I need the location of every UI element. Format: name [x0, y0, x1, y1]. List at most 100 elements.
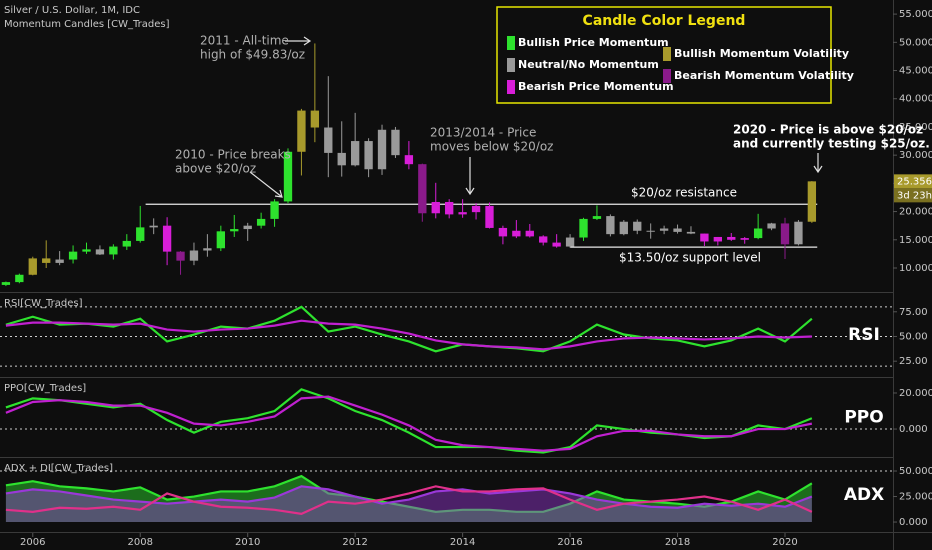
- candle-body: [283, 151, 293, 202]
- y-tick-label: 25.00: [899, 356, 928, 367]
- candle-body: [431, 201, 440, 214]
- y-tick-label: 20.000: [899, 388, 932, 399]
- legend-swatch: [663, 69, 671, 83]
- annotation: 2013/2014 - Price: [430, 126, 536, 140]
- candle-body: [418, 164, 427, 214]
- annotation: 2020 - Price is above $20/oz: [733, 123, 923, 137]
- legend-label: Bearish Momentum Volatility: [674, 69, 854, 82]
- candle-body: [646, 230, 655, 232]
- legend-swatch: [663, 47, 671, 61]
- y-tick-label: 50.00: [899, 331, 928, 342]
- candle-body: [95, 249, 105, 255]
- y-tick-label: 75.00: [899, 307, 928, 318]
- candle-body: [539, 236, 548, 243]
- candle-body: [243, 225, 252, 230]
- candle-body: [176, 251, 185, 261]
- candle-body: [552, 242, 561, 247]
- candle-body: [727, 236, 736, 240]
- y-tick-label: 0.000: [899, 517, 928, 528]
- x-tick-label: 2008: [128, 537, 153, 548]
- legend-swatch: [507, 36, 515, 50]
- series-line: [5, 395, 813, 452]
- candle-body: [579, 218, 588, 238]
- pane-title: ADX + DI[CW_Trades]: [4, 463, 113, 474]
- candle-body: [270, 201, 279, 219]
- candle-body: [525, 230, 534, 237]
- candle-body: [686, 231, 696, 234]
- y-tick-label: 15.000: [899, 235, 932, 246]
- legend-swatch: [507, 80, 515, 94]
- candle-body: [753, 228, 763, 239]
- legend-swatch: [507, 58, 515, 72]
- y-tick-label: 35.000: [899, 122, 932, 133]
- candle-body: [485, 205, 494, 228]
- x-tick-label: 2010: [235, 537, 260, 548]
- pane-title: RSI[CW_Trades]: [4, 298, 83, 309]
- y-tick-label: 20.000: [899, 207, 932, 218]
- annotation: and currently testing $25/oz.: [733, 137, 930, 151]
- candle-body: [458, 212, 467, 215]
- candle-body: [619, 221, 628, 235]
- candle-body: [713, 236, 723, 242]
- chart-subtitle: Momentum Candles [CW_Trades]: [4, 19, 170, 30]
- chart-title: Silver / U.S. Dollar, 1M, IDC: [4, 5, 140, 16]
- candle-body: [659, 228, 669, 231]
- candle-body: [700, 233, 709, 242]
- x-tick-label: 2020: [772, 537, 797, 548]
- candle-body: [471, 205, 481, 213]
- y-tick-label: 55.000: [899, 9, 932, 20]
- series-area: [5, 486, 812, 523]
- candle-body: [767, 223, 776, 229]
- series-line: [5, 305, 813, 353]
- candle-body: [673, 228, 682, 232]
- candle-body: [364, 141, 373, 170]
- candle-body: [256, 218, 266, 226]
- legend-label: Bullish Price Momentum: [518, 36, 669, 49]
- legend-title: Candle Color Legend: [583, 13, 746, 29]
- candle-body: [592, 216, 602, 219]
- y-tick-label: 50.000: [899, 37, 932, 48]
- countdown-label: 3d 23h: [897, 190, 932, 201]
- annotation: moves below $20/oz: [430, 140, 553, 154]
- series-area: [5, 476, 812, 523]
- candle-body: [445, 201, 454, 215]
- candle-body: [230, 229, 239, 232]
- candle-body: [498, 227, 508, 237]
- candle-body: [189, 250, 199, 261]
- price-tag: [894, 174, 932, 189]
- countdown-tag: [894, 188, 932, 203]
- y-tick-label: 0.000: [899, 424, 928, 435]
- level-label: $20/oz resistance: [631, 186, 737, 200]
- candle-body: [794, 221, 803, 245]
- x-tick-label: 2018: [665, 537, 690, 548]
- candle-body: [780, 223, 790, 245]
- candle-body: [15, 274, 24, 283]
- pane-label: ADX: [844, 485, 884, 505]
- x-tick-label: 2012: [342, 537, 367, 548]
- legend-label: Neutral/No Momentum: [518, 58, 659, 71]
- annotation: 2010 - Price breaks: [175, 148, 291, 162]
- candle-body: [82, 249, 91, 252]
- arrows: [249, 36, 823, 198]
- pane-label: PPO: [844, 408, 883, 428]
- candle-body: [109, 246, 118, 255]
- candle-body: [404, 155, 414, 165]
- candle-body: [203, 248, 212, 251]
- candle-body: [55, 259, 64, 263]
- series-line: [5, 474, 813, 513]
- candle-body: [377, 129, 387, 170]
- y-tick-label: 45.000: [899, 66, 932, 77]
- candle-body: [297, 110, 306, 152]
- candle-body: [162, 225, 172, 252]
- annotation: high of $49.83/oz: [200, 48, 305, 62]
- candle-body: [28, 258, 37, 275]
- series-line: [5, 485, 813, 509]
- candle-body: [68, 251, 78, 260]
- candle-body: [149, 225, 158, 228]
- annotation: above $20/oz: [175, 162, 256, 176]
- series-line: [5, 485, 813, 516]
- candle-body: [136, 227, 145, 241]
- legend-label: Bullish Momentum Volatility: [674, 47, 849, 60]
- candle-body: [391, 129, 400, 156]
